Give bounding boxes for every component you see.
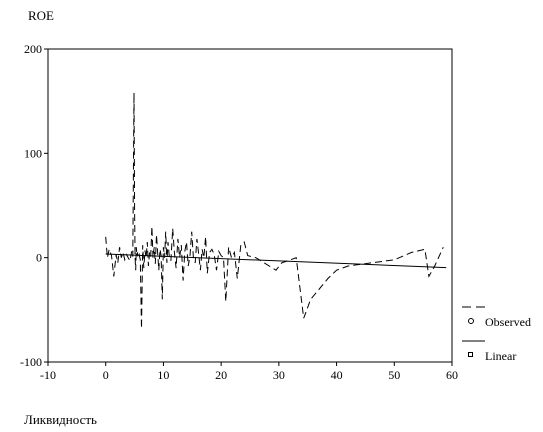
- x-tick-label: 10: [157, 368, 169, 382]
- plot-frame: [47, 48, 453, 363]
- legend-observed-marker: [468, 318, 474, 324]
- y-tick-label: -100: [20, 355, 42, 369]
- x-axis-ticks: -10 0 10 20 30 40 50 60: [40, 362, 458, 382]
- series-linear-line: [105, 253, 447, 269]
- x-tick-label: 40: [331, 368, 343, 382]
- x-tick-label: 0: [103, 368, 109, 382]
- y-tick-label: 200: [24, 42, 42, 56]
- x-tick-label: 30: [273, 368, 285, 382]
- x-tick-label: 60: [446, 368, 458, 382]
- x-tick-label: 50: [388, 368, 400, 382]
- series-observed-line: [105, 92, 444, 329]
- x-tick-label: 20: [215, 368, 227, 382]
- legend-linear-marker: [468, 352, 473, 357]
- x-axis-label: Ликвидность: [24, 412, 97, 427]
- legend-observed-label: Observed: [485, 315, 531, 329]
- legend: Observed Linear: [462, 306, 531, 363]
- y-tick-label: 100: [24, 146, 42, 160]
- x-tick-label: -10: [40, 368, 56, 382]
- y-tick-label: 0: [36, 251, 42, 265]
- legend-linear-label: Linear: [485, 349, 516, 363]
- y-axis-label: ROE: [28, 8, 54, 23]
- y-axis-ticks: -100 0 100 200: [20, 42, 48, 369]
